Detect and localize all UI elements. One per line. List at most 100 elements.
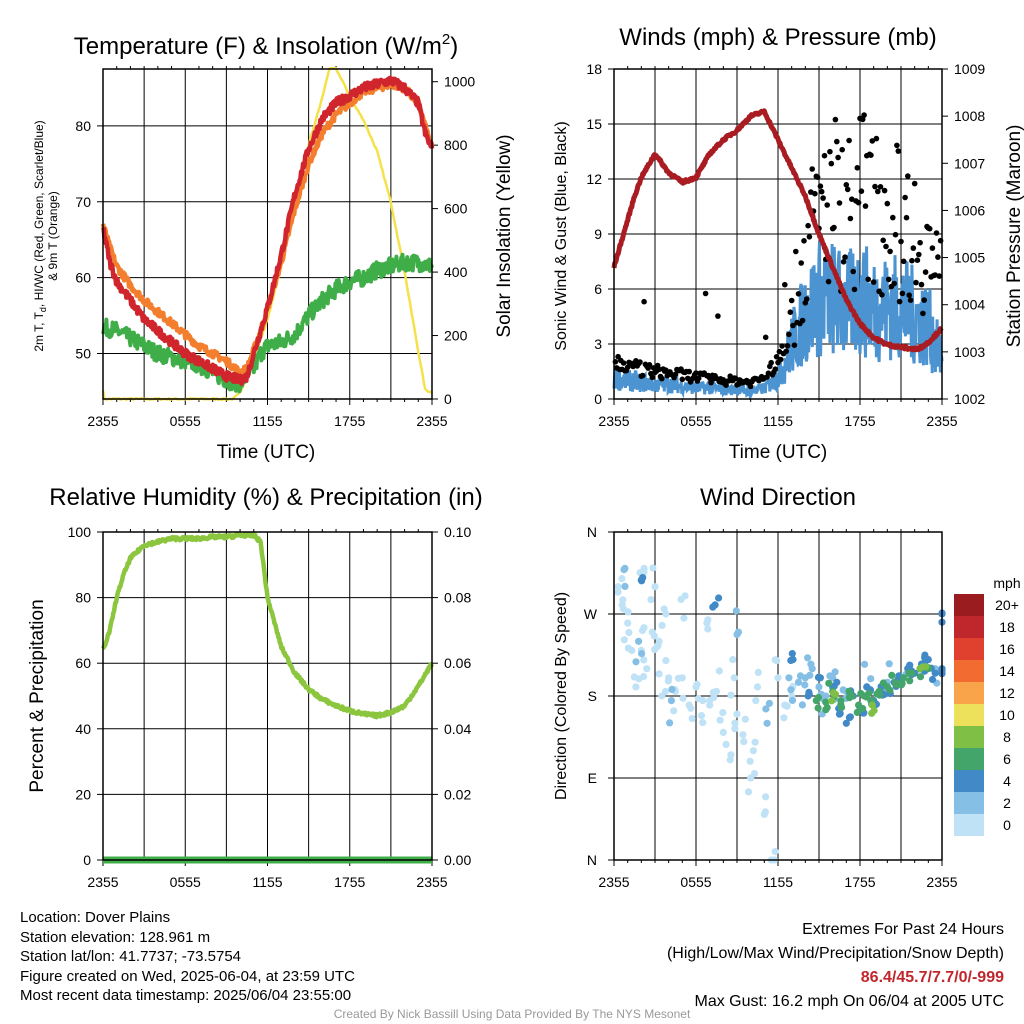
dir-x-tick-label: 2355 <box>598 874 629 890</box>
gust-point <box>846 137 852 144</box>
temperature-panel: Temperature (F) & Insolation (W/m2) 2m T… <box>32 31 515 463</box>
gust-point <box>917 239 923 246</box>
direction-point <box>859 704 867 713</box>
gust-point <box>788 297 795 304</box>
direction-point <box>614 588 622 596</box>
colorbar-label: 20+ <box>995 597 1019 613</box>
gust-point <box>854 165 861 171</box>
gust-point <box>782 281 788 288</box>
colorbar-swatch <box>954 638 984 660</box>
colorbar-swatch <box>954 704 984 726</box>
colorbar-swatch <box>954 792 984 814</box>
rh-y-tick-label: 0 <box>83 852 91 868</box>
direction-point <box>785 674 793 682</box>
direction-point <box>719 728 727 737</box>
colorbar-label: 18 <box>999 619 1015 635</box>
gust-point <box>840 259 847 265</box>
colorbar-label: 10 <box>999 707 1015 723</box>
direction-point <box>867 675 875 683</box>
gust-point <box>835 154 841 161</box>
direction-point <box>614 583 622 591</box>
direction-point <box>857 689 865 698</box>
wind-x-tick-label: 2355 <box>926 413 957 429</box>
gust-point <box>679 376 686 383</box>
direction-point <box>727 691 735 699</box>
direction-point <box>638 626 647 635</box>
direction-point <box>752 697 760 705</box>
direction-point <box>868 709 876 717</box>
temp-plot-frame <box>102 68 433 400</box>
direction-point <box>741 715 749 723</box>
colorbar-swatch <box>954 616 984 638</box>
gust-point <box>870 279 877 285</box>
wind-y2-tick-label: 1009 <box>954 61 985 77</box>
direction-point <box>746 757 754 765</box>
direction-point <box>704 625 712 633</box>
colorbar-swatch <box>954 748 984 770</box>
dir-plot-frame <box>613 531 943 861</box>
gust-point <box>793 248 799 255</box>
station-location: Location: Dover Plains <box>20 909 171 926</box>
direction-point <box>650 632 658 640</box>
gust-point <box>768 359 774 366</box>
gust-point <box>831 224 837 231</box>
pressure-line <box>611 108 944 353</box>
direction-point <box>677 595 685 604</box>
gust-point <box>784 343 791 349</box>
direction-point <box>710 693 718 702</box>
gust-point <box>839 146 845 153</box>
gust-point <box>672 371 679 378</box>
direction-point <box>892 681 901 689</box>
gust-point <box>879 292 885 298</box>
direction-point <box>888 671 896 680</box>
direction-point <box>928 675 937 684</box>
dir-y-tick-label: W <box>584 606 598 622</box>
gust-point <box>847 215 854 222</box>
direction-point <box>905 669 913 677</box>
direction-point <box>715 667 724 675</box>
direction-point <box>699 719 707 727</box>
gust-point <box>877 184 884 190</box>
wind-y2-tick-label: 1003 <box>954 344 985 360</box>
direction-point <box>624 608 632 616</box>
colorbar-swatch <box>954 726 984 748</box>
wind-y2-tick-label: 1005 <box>954 250 985 266</box>
direction-point <box>712 687 721 696</box>
direction-point <box>704 616 712 624</box>
gust-point <box>869 138 876 144</box>
gust-point <box>783 348 789 355</box>
direction-point <box>771 848 779 856</box>
direction-point <box>833 678 841 686</box>
direction-point <box>674 674 683 682</box>
direction-point <box>744 788 753 796</box>
gust-point <box>798 260 804 266</box>
direction-point <box>651 583 659 591</box>
direction-point <box>865 689 873 697</box>
extremes-values: 86.4/45.7/7.7/0/-999 <box>860 969 1004 986</box>
rh-y2-tick-label: 0.08 <box>444 590 471 606</box>
temperature-left-axis-label: 2m T, Td, HI/WC (Red, Green, Scarlet/Blu… <box>32 120 60 351</box>
temp-y-tick-label: 60 <box>75 270 91 286</box>
temp-x-tick-label: 1755 <box>334 413 365 429</box>
gust-point <box>824 202 830 208</box>
direction-point <box>716 716 724 724</box>
station-latlon: Station lat/lon: 41.7737; -73.5754 <box>20 948 242 966</box>
wind-y-tick-label: 6 <box>594 281 602 297</box>
gust-point <box>926 225 933 232</box>
wind-x-tick-label: 1155 <box>763 413 793 429</box>
direction-point <box>662 657 670 665</box>
rh-y-tick-label: 20 <box>75 786 91 802</box>
rh-x-tick-label: 2355 <box>87 874 118 890</box>
direction-point <box>798 701 807 709</box>
direction-point <box>630 673 638 681</box>
direction-point <box>719 709 727 717</box>
gust-point <box>887 248 893 255</box>
gust-point <box>914 257 921 264</box>
humidity-panel: Relative Humidity (%) & Precipitation (i… <box>27 484 483 890</box>
temp-x-tick-label: 1155 <box>252 413 282 429</box>
direction-panel-title: Wind Direction <box>700 484 856 511</box>
direction-point <box>647 596 655 604</box>
gust-point <box>873 135 880 142</box>
rh-x-tick-label: 1755 <box>334 874 365 890</box>
